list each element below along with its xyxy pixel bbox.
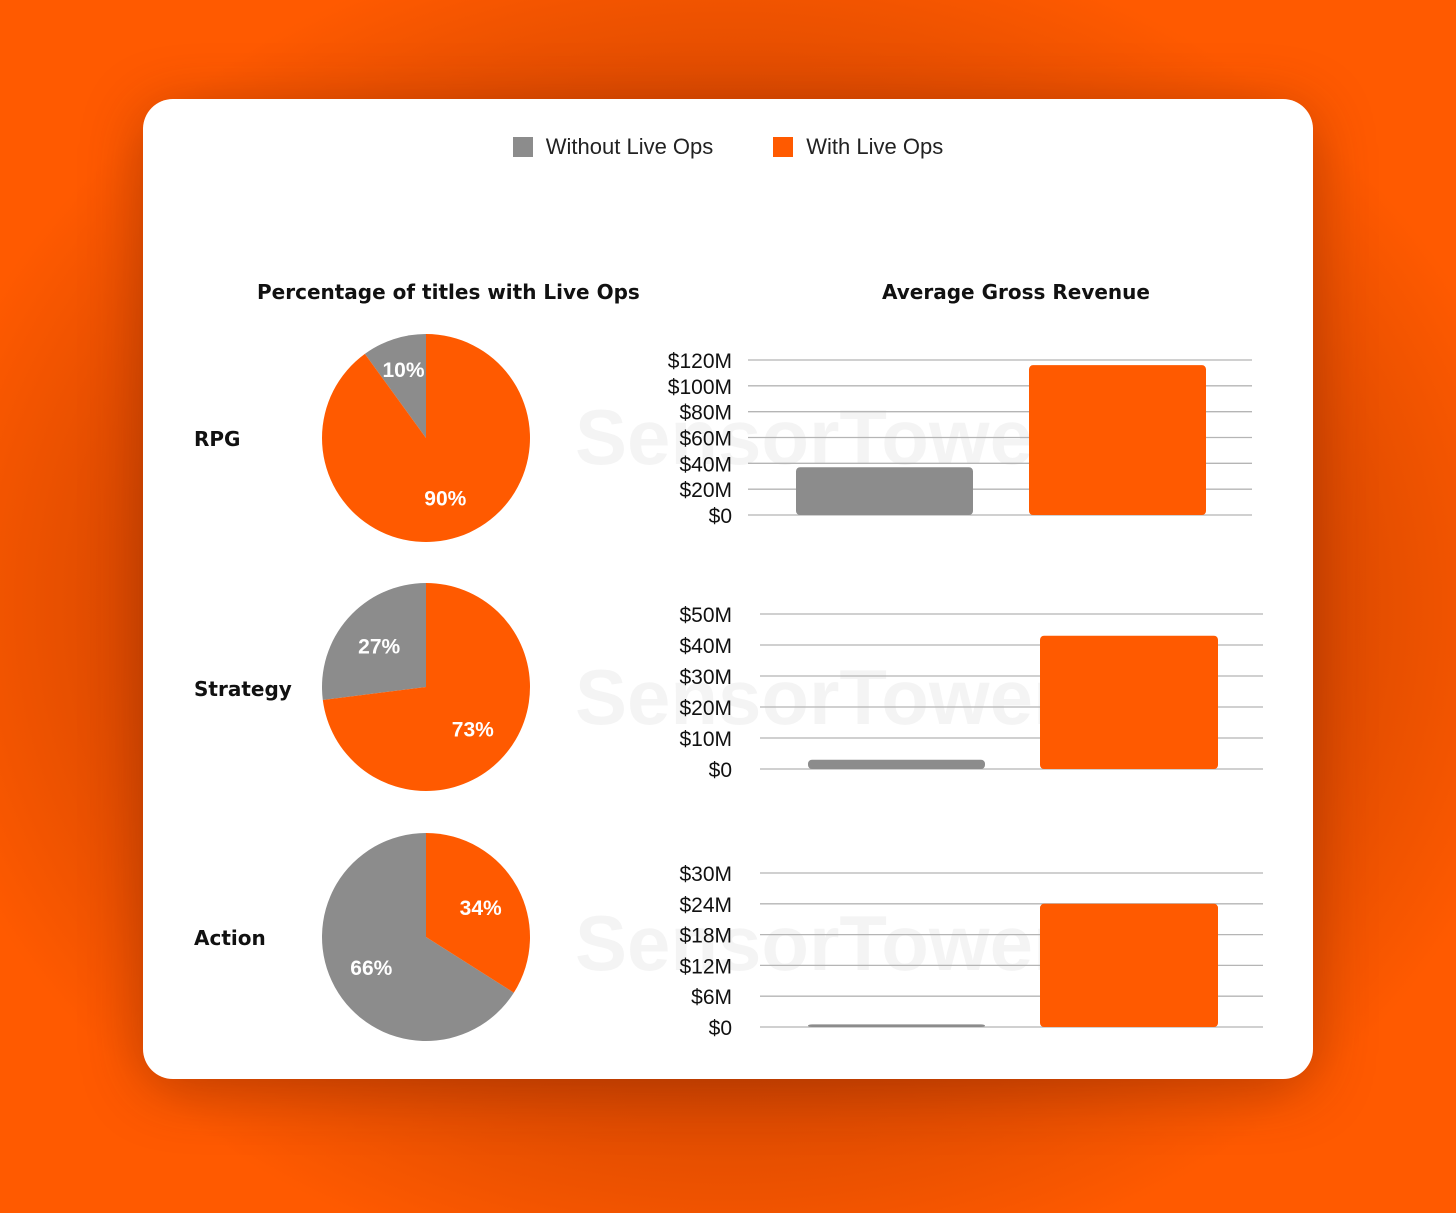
ytick-strategy-1: $10M	[679, 728, 732, 751]
bar-rpg-with-live-ops	[1029, 365, 1206, 515]
ytick-strategy-0: $0	[709, 759, 732, 782]
ytick-rpg-2: $40M	[679, 453, 732, 476]
pie-slice-rpg-with-live-ops	[322, 334, 530, 542]
pie-slice-action-without-live-ops	[322, 832, 514, 1041]
legend-swatch-without	[512, 137, 533, 157]
pie-label-strategy-without-live-ops: 27%	[358, 636, 400, 659]
pie-label-rpg-without-live-ops: 10%	[382, 359, 424, 382]
bar-strategy-without-live-ops	[808, 759, 985, 769]
ytick-rpg-1: $20M	[679, 479, 732, 502]
legend-label-without: Without Live Ops	[545, 134, 714, 159]
row-label-rpg: RPG	[194, 427, 241, 451]
legend-item-with: With Live Ops	[773, 134, 943, 160]
pie-label-rpg-with-live-ops: 90%	[424, 487, 466, 510]
ytick-rpg-4: $80M	[679, 402, 732, 425]
pie-slice-rpg-without-live-ops	[364, 334, 426, 438]
pie-label-strategy-with-live-ops: 73%	[452, 718, 494, 741]
ytick-action-2: $12M	[679, 955, 732, 978]
legend: Without Live Ops With Live Ops	[0, 134, 1456, 160]
bar-action-without-live-ops	[808, 1024, 985, 1027]
pie-slice-strategy-with-live-ops	[322, 583, 530, 791]
ytick-action-4: $24M	[679, 894, 732, 917]
ytick-strategy-3: $30M	[679, 666, 732, 689]
legend-item-without: Without Live Ops	[512, 134, 714, 160]
ytick-rpg-6: $120M	[668, 350, 732, 373]
pie-label-action-with-live-ops: 34%	[460, 897, 502, 920]
legend-label-with: With Live Ops	[806, 134, 944, 159]
row-label-strategy: Strategy	[194, 677, 292, 701]
ytick-strategy-4: $40M	[679, 635, 732, 658]
ytick-action-3: $18M	[679, 925, 732, 948]
ytick-action-5: $30M	[679, 863, 732, 886]
pie-section-title: Percentage of titles with Live Ops	[257, 280, 640, 304]
pie-slice-action-with-live-ops	[426, 833, 531, 993]
bar-section-title: Average Gross Revenue	[882, 280, 1150, 304]
ytick-action-0: $0	[709, 1017, 732, 1040]
ytick-strategy-2: $20M	[679, 697, 732, 720]
pie-label-action-without-live-ops: 66%	[350, 957, 392, 980]
bar-strategy-with-live-ops	[1040, 635, 1218, 769]
ytick-rpg-0: $0	[709, 505, 732, 528]
ytick-action-1: $6M	[691, 986, 732, 1009]
ytick-rpg-3: $60M	[679, 428, 732, 451]
legend-swatch-with	[773, 137, 794, 157]
pie-slice-strategy-without-live-ops	[322, 583, 426, 701]
bar-action-with-live-ops	[1040, 903, 1218, 1027]
bar-rpg-without-live-ops	[796, 467, 973, 515]
row-label-action: Action	[194, 926, 266, 950]
ytick-rpg-5: $100M	[668, 376, 732, 399]
ytick-strategy-5: $50M	[679, 604, 732, 627]
